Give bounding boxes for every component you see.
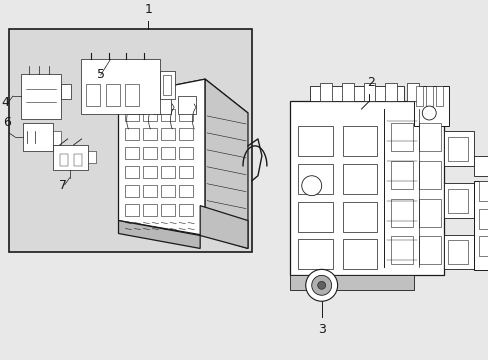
Bar (390, 237, 412, 264)
Polygon shape (161, 109, 175, 121)
Polygon shape (179, 204, 193, 216)
Polygon shape (179, 128, 193, 140)
Polygon shape (143, 147, 157, 159)
Polygon shape (125, 166, 139, 178)
Bar (443, 183, 473, 217)
Bar (426, 86, 432, 106)
Polygon shape (179, 109, 193, 121)
Bar (289, 275, 413, 290)
Polygon shape (143, 128, 157, 140)
Circle shape (305, 269, 337, 301)
Bar (447, 137, 467, 161)
Bar (443, 131, 473, 166)
Bar (74, 154, 81, 166)
Bar (53, 131, 61, 145)
Bar (160, 71, 175, 99)
Bar (390, 161, 412, 189)
Polygon shape (125, 204, 139, 216)
Text: 2: 2 (367, 76, 375, 89)
Circle shape (317, 281, 325, 289)
Polygon shape (178, 96, 196, 114)
Polygon shape (143, 109, 157, 121)
Circle shape (301, 176, 321, 196)
Polygon shape (125, 147, 139, 159)
Polygon shape (118, 79, 205, 235)
Polygon shape (179, 166, 193, 178)
Bar (163, 75, 171, 95)
Bar (418, 123, 440, 151)
Bar (105, 84, 119, 106)
Polygon shape (153, 96, 171, 114)
Bar (297, 126, 332, 156)
Polygon shape (118, 221, 200, 248)
Bar (478, 208, 488, 229)
Polygon shape (128, 96, 146, 114)
Polygon shape (161, 147, 175, 159)
Bar (60, 154, 67, 166)
Bar (319, 83, 331, 101)
Bar (342, 164, 377, 194)
Polygon shape (205, 79, 247, 248)
Text: 7: 7 (59, 179, 66, 192)
Bar (418, 161, 440, 189)
Bar (342, 126, 377, 156)
Text: 3: 3 (317, 323, 325, 336)
Bar (341, 83, 353, 101)
Bar (342, 239, 377, 269)
Bar (385, 83, 397, 101)
Bar (478, 237, 488, 256)
Polygon shape (143, 166, 157, 178)
Bar (9, 29, 251, 252)
Text: 5: 5 (97, 68, 104, 81)
Polygon shape (200, 206, 247, 248)
Bar (61, 84, 71, 99)
Polygon shape (143, 185, 157, 197)
Polygon shape (161, 185, 175, 197)
Polygon shape (161, 128, 175, 140)
Circle shape (422, 106, 435, 120)
Bar (473, 181, 488, 270)
Bar (447, 240, 467, 264)
Polygon shape (179, 185, 193, 197)
Polygon shape (118, 79, 247, 131)
Bar (418, 237, 440, 264)
Bar (418, 199, 440, 226)
Bar (478, 181, 488, 201)
Polygon shape (179, 147, 193, 159)
Bar (289, 101, 443, 275)
Bar (390, 199, 412, 226)
Text: 4: 4 (1, 96, 9, 109)
Bar (435, 86, 442, 106)
Text: 1: 1 (144, 3, 152, 17)
Bar (342, 202, 377, 231)
Bar (81, 59, 160, 114)
Bar (297, 239, 332, 269)
Bar (53, 145, 87, 170)
Bar (407, 83, 418, 101)
Bar (125, 84, 139, 106)
Polygon shape (125, 185, 139, 197)
Polygon shape (143, 204, 157, 216)
Bar (473, 156, 488, 176)
Polygon shape (161, 166, 175, 178)
Bar (309, 86, 404, 101)
Bar (447, 189, 467, 213)
Polygon shape (125, 109, 139, 121)
Bar (363, 83, 375, 101)
Bar (415, 86, 423, 106)
Circle shape (311, 275, 331, 295)
Polygon shape (125, 128, 139, 140)
Polygon shape (161, 204, 175, 216)
Bar (297, 164, 332, 194)
Bar (297, 202, 332, 231)
Bar (390, 123, 412, 151)
Text: 6: 6 (3, 116, 11, 129)
Bar (413, 86, 448, 126)
Bar (23, 123, 53, 151)
Bar (443, 234, 473, 269)
Bar (87, 151, 96, 163)
Bar (21, 74, 61, 119)
Bar (85, 84, 100, 106)
